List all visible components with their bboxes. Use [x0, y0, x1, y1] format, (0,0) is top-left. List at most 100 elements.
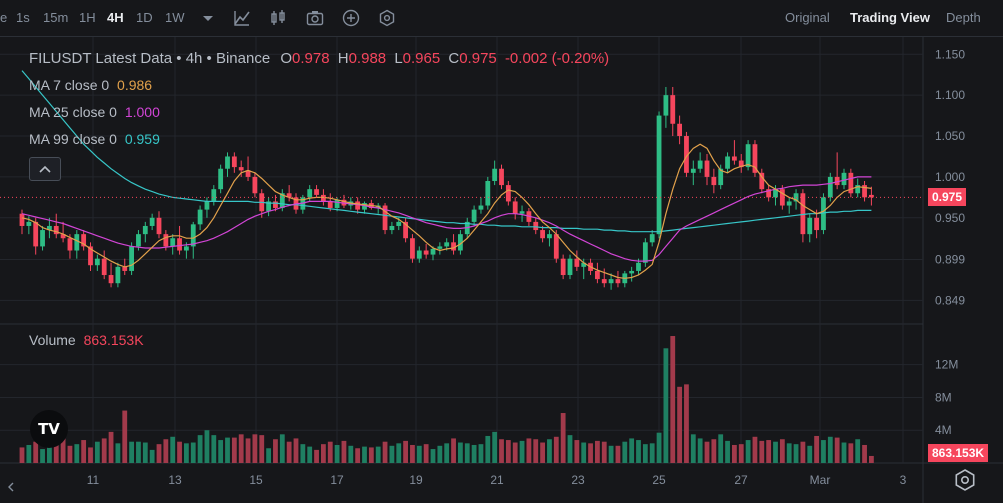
candle-body [848, 172, 854, 194]
timeframe-partial[interactable]: e [0, 10, 8, 25]
volume-tick-label: 4M [935, 423, 952, 437]
volume-bar [122, 410, 128, 463]
candle-body [533, 221, 539, 231]
volume-legend: Volume 863.153K [29, 332, 144, 348]
volume-bar [547, 439, 552, 463]
timeframe-1w[interactable]: 1W [165, 10, 185, 25]
chart-background [0, 37, 1003, 503]
candle-body [355, 201, 361, 210]
chart-toolbar: e 1s 15m 1H 4H 1D 1W Original Trading Vi… [0, 0, 1003, 37]
price-tick-label: 0.849 [935, 293, 965, 307]
ma7-legend[interactable]: MA 7 close 0 0.986 [29, 77, 152, 93]
view-original[interactable]: Original [785, 10, 830, 25]
volume-bar [752, 436, 758, 463]
candle-body [684, 136, 689, 173]
timeframe-1s[interactable]: 1s [16, 10, 30, 25]
price-axis: 1.150 1.100 1.050 1.000 0.950 0.899 0.849 [935, 47, 965, 307]
candle-body [279, 193, 285, 208]
volume-value: 863.153K [83, 332, 144, 348]
ma99-legend[interactable]: MA 99 close 0 0.959 [29, 131, 160, 147]
candle-body [307, 189, 313, 198]
camera-icon[interactable] [305, 8, 325, 28]
candle-body [725, 156, 730, 169]
candle-body [841, 172, 847, 186]
volume-bar [321, 444, 326, 463]
candle-body [471, 209, 477, 222]
candle-body [759, 172, 765, 190]
candle-body [416, 250, 422, 259]
candle-body [512, 201, 518, 214]
time-tick-label: 27 [734, 473, 748, 487]
timeframe-1h[interactable]: 1H [79, 10, 96, 25]
candle-body [129, 246, 134, 271]
candlestick-chart[interactable]: 1.150 1.100 1.050 1.000 0.950 0.899 0.849 12M 8… [0, 37, 1003, 503]
volume-bar [368, 447, 374, 463]
price-tick-label: 0.899 [935, 252, 965, 266]
settings-hex-icon[interactable] [377, 8, 397, 28]
candle-body [718, 168, 724, 186]
candle-body [827, 176, 833, 198]
volume-bar [94, 441, 100, 463]
ma7-line [21, 143, 872, 279]
candle-body [115, 266, 121, 284]
add-icon[interactable] [341, 8, 361, 28]
ma25-legend[interactable]: MA 25 close 0 1.000 [29, 104, 160, 120]
collapse-legend-button[interactable] [29, 157, 61, 181]
candle-body [862, 185, 867, 198]
chevron-down-icon[interactable] [198, 8, 218, 28]
high-value: 0.988 [348, 50, 387, 67]
candle-body [581, 262, 587, 267]
candle-body [478, 205, 484, 210]
timeframe-1d[interactable]: 1D [136, 10, 153, 25]
candle-body [184, 246, 189, 251]
volume-bar [170, 436, 176, 463]
volume-bar [389, 445, 395, 463]
candle-body [327, 201, 333, 208]
ma99-label: MA 99 close 0 [29, 131, 117, 147]
volume-bar [238, 434, 244, 463]
ohlc-legend: FILUSDT Latest Data • 4h • Binance O0.97… [29, 50, 609, 67]
timeframe-4h[interactable]: 4H [107, 10, 124, 25]
chart-settings-icon[interactable] [952, 467, 978, 493]
volume-bar [458, 442, 463, 463]
candle-type-icon[interactable] [268, 8, 288, 28]
volume-bar [26, 444, 32, 463]
ma7-value: 0.986 [117, 77, 153, 93]
volume-bar [149, 449, 155, 463]
timeframe-15m[interactable]: 15m [43, 10, 69, 25]
volume-bar [732, 444, 737, 463]
price-tick-label: 1.150 [935, 47, 965, 61]
candle-body [444, 242, 450, 247]
candle-body [423, 250, 429, 255]
candle-body [608, 279, 614, 284]
tradingview-logo[interactable]: TV [30, 410, 68, 448]
volume-bar [430, 449, 436, 463]
volume-bar [245, 438, 251, 463]
volume-bar [581, 442, 587, 463]
volume-bar [231, 437, 237, 463]
volume-bar [40, 449, 45, 463]
candle-body [437, 246, 443, 249]
candle-body [821, 197, 826, 231]
volume-label: Volume [29, 332, 76, 348]
ma7-label: MA 7 close 0 [29, 77, 110, 93]
close-value: 0.975 [459, 50, 497, 67]
view-depth[interactable]: Depth [946, 10, 981, 25]
volume-bar [567, 435, 573, 463]
view-tradingview[interactable]: Trading View [850, 10, 930, 25]
volume-bar [53, 444, 59, 463]
candle-body [773, 189, 778, 198]
volume-bar [396, 443, 402, 463]
candle-body [26, 221, 32, 226]
candle-body [88, 246, 93, 266]
volume-bar [129, 441, 134, 463]
candle-body [190, 224, 196, 247]
candle-body [245, 170, 251, 177]
chart-grid [0, 37, 1003, 503]
volume-bar [718, 434, 724, 463]
indicator-icon[interactable] [232, 8, 252, 28]
time-tick-label: 13 [168, 473, 182, 487]
candle-body [286, 193, 292, 198]
ma99-line [21, 70, 872, 233]
candle-body [636, 262, 641, 271]
